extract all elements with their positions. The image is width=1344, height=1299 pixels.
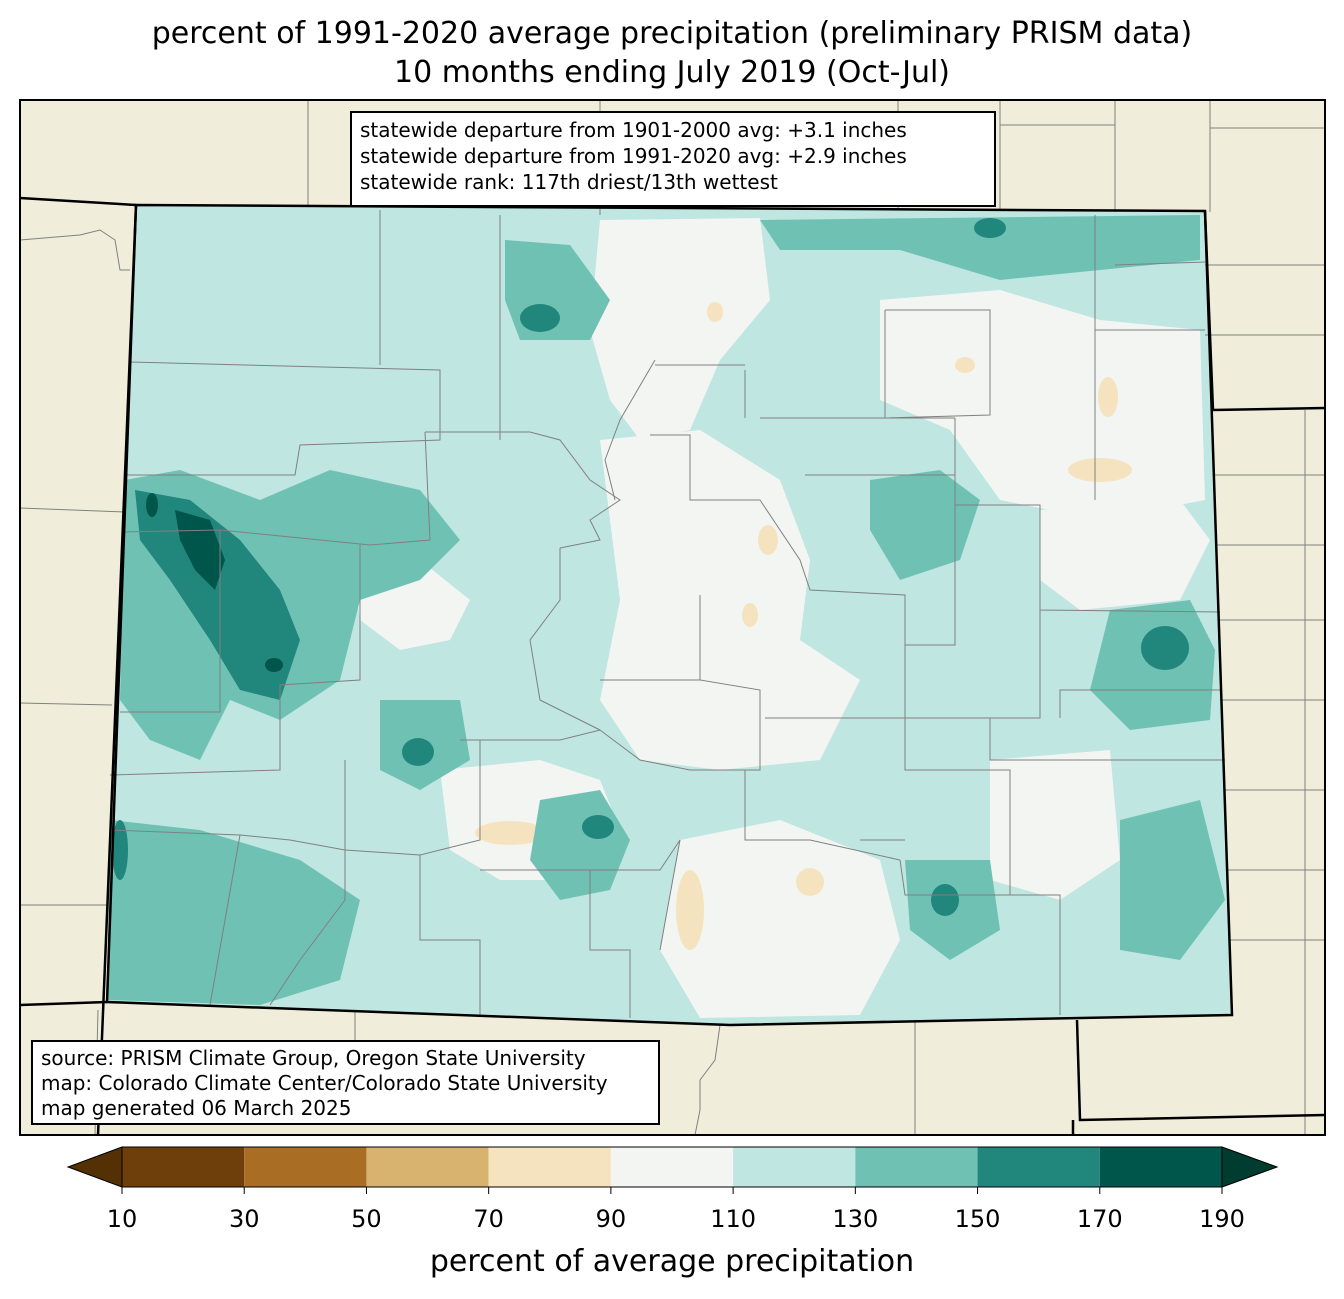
contour-90-110-east	[1040, 500, 1210, 610]
source-prism: source: PRISM Climate Group, Oregon Stat…	[41, 1046, 586, 1070]
contour-130-150-east-central	[870, 470, 980, 580]
wyoming-utah-line	[19, 196, 137, 207]
contour-70-90-spot6	[758, 525, 778, 555]
contour-70-90-spot2	[676, 870, 704, 950]
colorbar-tick-label-8: 170	[1076, 1205, 1123, 1233]
colorbar-bin-7	[977, 1147, 1100, 1187]
colorbar-tick-label-6: 130	[832, 1205, 879, 1233]
contour-150-170-north	[520, 304, 560, 332]
colorbar-tick-label-4: 90	[595, 1205, 627, 1233]
contour-130-150-ne-edge	[760, 215, 1200, 280]
colorbar-bin-1	[244, 1147, 367, 1187]
contour-90-110-north-central	[590, 218, 770, 440]
colorado-border	[105, 203, 1234, 1027]
colorbar-tick-label-2: 50	[351, 1205, 382, 1233]
contour-150-170-sw-edge	[112, 820, 128, 880]
source-box: source: PRISM Climate Group, Oregon Stat…	[31, 1040, 660, 1125]
stats-rank: statewide rank: 117th driest/13th wettes…	[360, 170, 778, 194]
colorbar-tick-label-9: 190	[1199, 1205, 1245, 1233]
map-frame	[19, 99, 1326, 1136]
contour-70-90-spot1	[475, 821, 545, 845]
contour-90-110-southeast	[990, 750, 1120, 900]
colorbar-outline	[121, 1146, 1223, 1188]
contour-70-90-spot4	[1068, 458, 1132, 482]
colorbar-bin-0	[122, 1147, 245, 1187]
contour-130-150-southwest	[107, 820, 360, 1005]
colorbar-tick-label-0: 10	[106, 1205, 138, 1233]
contour-150-170-east	[1141, 626, 1189, 670]
colorbar-bin-3	[488, 1147, 611, 1187]
colorbar-tick-label-7: 150	[954, 1205, 1001, 1233]
map-title-line1: percent of 1991-2020 average precipitati…	[151, 16, 1193, 51]
contour-70-90-spot3	[796, 868, 824, 896]
contour-70-90-spot9	[707, 302, 723, 322]
state-borders	[19, 196, 1326, 1136]
colorbar-bin-4	[610, 1147, 734, 1187]
colorbar-tick-label-5: 110	[710, 1205, 757, 1233]
statewide-stats-box: statewide departure from 1901-2000 avg: …	[350, 111, 996, 207]
contour-90-110-south	[660, 820, 900, 1018]
utah-arizona-line	[19, 1000, 108, 1007]
contour-70-90-spot7	[742, 603, 758, 627]
stats-departure-1991: statewide departure from 1991-2020 avg: …	[360, 144, 907, 168]
source-map-credit: map: Colorado Climate Center/Colorado St…	[41, 1071, 608, 1095]
contour-150-170-central	[402, 738, 434, 766]
colorbar-tick-label-3: 70	[473, 1205, 504, 1233]
colorbar-bin-6	[855, 1147, 978, 1187]
contour-90-110-central	[600, 430, 860, 770]
county-borders	[109, 210, 1225, 1018]
stats-departure-1901: statewide departure from 1901-2000 avg: …	[360, 118, 907, 142]
contour-170-190-west2	[146, 493, 158, 517]
colorbar	[66, 1146, 1279, 1194]
colorbar-under-arrow	[66, 1146, 123, 1188]
colorbar-over-arrow	[1221, 1146, 1279, 1188]
map-title-line2: 10 months ending July 2019 (Oct-Jul)	[393, 55, 951, 90]
contour-70-90-spot5	[1098, 377, 1118, 417]
contour-150-170-se	[931, 884, 959, 916]
precip-contours	[107, 215, 1225, 1018]
colorbar-tick-label-1: 30	[228, 1205, 260, 1233]
contour-170-190-west3	[265, 658, 283, 672]
colorbar-bin-5	[733, 1147, 856, 1187]
colorbar-label: percent of average precipitation	[429, 1244, 915, 1279]
contour-130-150-southeast	[1120, 800, 1225, 960]
contour-70-90-spot8	[955, 357, 975, 373]
contour-150-170-west	[135, 490, 300, 700]
colorbar-bin-2	[366, 1147, 489, 1187]
contour-150-170-south-central	[582, 815, 614, 839]
colorbar-bin-8	[1099, 1147, 1222, 1187]
source-generated-date: map generated 06 March 2025	[41, 1096, 352, 1120]
contour-150-170-ne	[974, 218, 1006, 238]
